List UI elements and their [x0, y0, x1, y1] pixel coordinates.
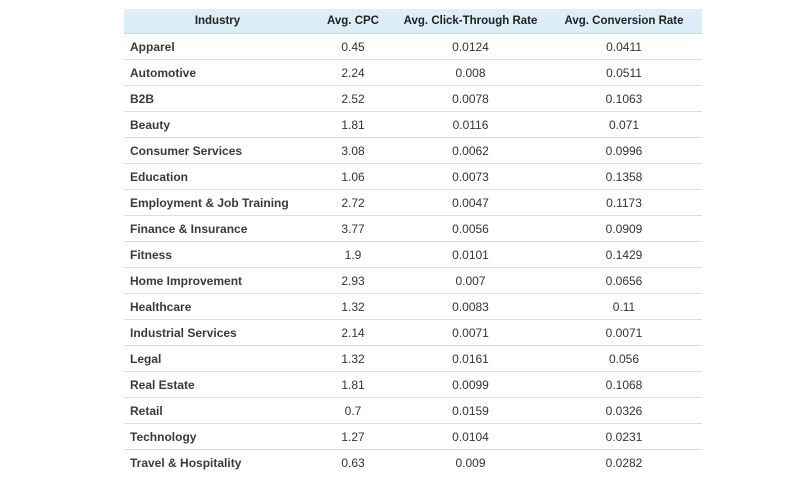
- cell-industry: Real Estate: [124, 371, 311, 398]
- cell-avg-conversion-rate: 0.071: [546, 111, 702, 138]
- cell-avg-ctr: 0.0056: [395, 215, 546, 242]
- cell-avg-cpc: 0.63: [341, 455, 365, 470]
- cell-avg-cpc: 1.9: [311, 241, 395, 268]
- cell-avg-ctr: 0.0104: [395, 423, 546, 450]
- cell-avg-conversion-rate: 0.0231: [546, 423, 702, 450]
- cell-avg-cpc: 2.14: [311, 319, 395, 346]
- table-row: Travel & Hospitality 0.63 0.009 0.0282: [124, 450, 702, 476]
- cell-avg-cpc: 1.32: [311, 293, 395, 320]
- table-row: Real Estate 1.81 0.0099 0.1068: [124, 371, 702, 398]
- cell-avg-cpc: 2.93: [311, 267, 395, 294]
- table-row: Beauty 1.81 0.0116 0.071: [124, 111, 702, 138]
- header-row: Industry Avg. CPC Avg. Click-Through Rat…: [124, 9, 702, 34]
- cell-industry: Fitness: [124, 241, 311, 268]
- cell-avg-cpc: 2.72: [311, 189, 395, 216]
- cell-avg-ctr: 0.0047: [395, 189, 546, 216]
- table-header: Industry Avg. CPC Avg. Click-Through Rat…: [124, 9, 702, 34]
- cell-avg-cpc: 3.08: [311, 137, 395, 164]
- cell-avg-cpc: 0.7: [311, 397, 395, 424]
- cell-industry: Travel & Hospitality: [130, 455, 242, 470]
- cell-avg-cpc: 1.81: [311, 111, 395, 138]
- cell-avg-cpc: 2.24: [311, 59, 395, 86]
- header-avg-ctr[interactable]: Avg. Click-Through Rate: [395, 9, 546, 34]
- table-row: Education 1.06 0.0073 0.1358: [124, 163, 702, 190]
- cell-industry: Consumer Services: [124, 137, 311, 164]
- table-row: B2B 2.52 0.0078 0.1063: [124, 85, 702, 112]
- cell-industry: Industrial Services: [124, 319, 311, 346]
- table-row: Employment & Job Training 2.72 0.0047 0.117…: [124, 189, 702, 216]
- cell-avg-conversion-rate: 0.0909: [546, 215, 702, 242]
- cell-industry: Beauty: [124, 111, 311, 138]
- header-industry[interactable]: Industry: [124, 9, 311, 34]
- cell-avg-conversion-rate: 0.0511: [546, 59, 702, 86]
- cell-avg-cpc: 1.81: [311, 371, 395, 398]
- table-row: Healthcare 1.32 0.0083 0.11: [124, 293, 702, 320]
- cell-avg-conversion-rate: 0.11: [546, 293, 702, 320]
- cell-avg-cpc: 2.52: [311, 85, 395, 112]
- cell-avg-ctr: 0.0062: [395, 137, 546, 164]
- table-row: Legal 1.32 0.0161 0.056: [124, 345, 702, 372]
- cell-industry: Education: [124, 163, 311, 190]
- cell-avg-conversion-rate: 0.1173: [546, 189, 702, 216]
- cell-industry: Automotive: [124, 59, 311, 86]
- cell-avg-ctr: 0.0073: [395, 163, 546, 190]
- cell-industry: Legal: [124, 345, 311, 372]
- cell-avg-conversion-rate: 0.0411: [546, 33, 702, 60]
- cell-avg-conversion-rate: 0.1358: [546, 163, 702, 190]
- cell-industry: Apparel: [124, 33, 311, 60]
- cell-avg-ctr: 0.0078: [395, 85, 546, 112]
- cell-avg-ctr: 0.007: [395, 267, 546, 294]
- cell-avg-conversion-rate: 0.0071: [546, 319, 702, 346]
- cell-industry: Technology: [124, 423, 311, 450]
- cell-avg-conversion-rate: 0.1429: [546, 241, 702, 268]
- cell-industry: B2B: [124, 85, 311, 112]
- cell-avg-ctr: 0.0101: [395, 241, 546, 268]
- cell-avg-cpc: 1.32: [311, 345, 395, 372]
- header-avg-conversion-rate[interactable]: Avg. Conversion Rate: [546, 9, 702, 34]
- table-row: Apparel 0.45 0.0124 0.0411: [124, 33, 702, 60]
- cell-avg-conversion-rate: 0.0656: [546, 267, 702, 294]
- cell-industry: Finance & Insurance: [124, 215, 311, 242]
- cell-avg-ctr: 0.008: [395, 59, 546, 86]
- cell-avg-ctr: 0.0083: [395, 293, 546, 320]
- cell-industry: Retail: [124, 397, 311, 424]
- cell-avg-cpc: 3.77: [311, 215, 395, 242]
- cell-industry: Healthcare: [124, 293, 311, 320]
- cell-avg-conversion-rate: 0.0282: [605, 455, 643, 470]
- table-row: Automotive 2.24 0.008 0.0511: [124, 59, 702, 86]
- cell-avg-cpc: 1.06: [311, 163, 395, 190]
- table-row: Consumer Services 3.08 0.0062 0.0996: [124, 137, 702, 164]
- table-row: Technology 1.27 0.0104 0.0231: [124, 423, 702, 450]
- table-row: Home Improvement 2.93 0.007 0.0656: [124, 267, 702, 294]
- table-row: Finance & Insurance 3.77 0.0056 0.0909: [124, 215, 702, 242]
- table-row: Fitness 1.9 0.0101 0.1429: [124, 241, 702, 268]
- cell-avg-ctr: 0.0116: [395, 111, 546, 138]
- cell-industry: Employment & Job Training: [124, 189, 311, 216]
- cell-industry: Home Improvement: [124, 267, 311, 294]
- cell-avg-conversion-rate: 0.0996: [546, 137, 702, 164]
- cell-avg-conversion-rate: 0.1068: [546, 371, 702, 398]
- cell-avg-conversion-rate: 0.0326: [546, 397, 702, 424]
- cell-avg-ctr: 0.009: [455, 455, 486, 470]
- table-body: Apparel 0.45 0.0124 0.0411 Automotive 2.24 0.0…: [124, 33, 702, 476]
- cell-avg-ctr: 0.0161: [395, 345, 546, 372]
- cell-avg-cpc: 0.45: [311, 33, 395, 60]
- cell-avg-cpc: 1.27: [311, 423, 395, 450]
- industry-benchmark-table-container: Industry Avg. CPC Avg. Click-Through Rat…: [124, 9, 702, 475]
- cell-avg-ctr: 0.0124: [395, 33, 546, 60]
- table-row: Retail 0.7 0.0159 0.0326: [124, 397, 702, 424]
- cell-avg-conversion-rate: 0.1063: [546, 85, 702, 112]
- cell-avg-ctr: 0.0159: [395, 397, 546, 424]
- cell-avg-ctr: 0.0099: [395, 371, 546, 398]
- table-row: Industrial Services 2.14 0.0071 0.0071: [124, 319, 702, 346]
- cell-avg-conversion-rate: 0.056: [546, 345, 702, 372]
- header-avg-cpc[interactable]: Avg. CPC: [311, 9, 395, 34]
- industry-benchmark-table: Industry Avg. CPC Avg. Click-Through Rat…: [124, 9, 702, 475]
- cell-avg-ctr: 0.0071: [395, 319, 546, 346]
